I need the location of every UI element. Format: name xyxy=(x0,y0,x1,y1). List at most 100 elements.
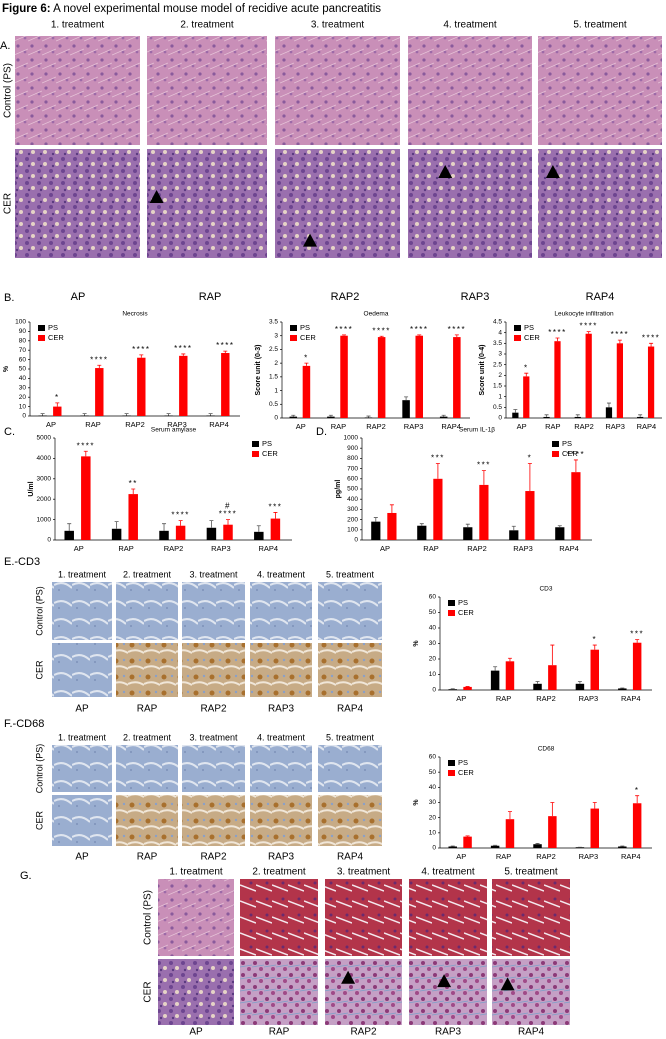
micrograph xyxy=(147,149,267,258)
x-tick-label: AP xyxy=(456,694,466,703)
y-tick-label: 100 xyxy=(347,527,358,534)
arrowhead-marker xyxy=(545,164,560,178)
x-tick-label: RAP2 xyxy=(164,544,184,553)
error-bar xyxy=(273,512,278,519)
legend-swatch xyxy=(290,325,297,331)
x-tick-label: RAP4 xyxy=(621,852,641,861)
y-tick-label: 2000 xyxy=(37,496,52,503)
group-label: RAP3 xyxy=(435,1027,462,1038)
y-tick-label: 20 xyxy=(429,656,437,663)
significance-label: **** xyxy=(579,322,597,331)
y-tick-label: 1.5 xyxy=(493,383,502,390)
y-axis-label: Score unit (0-4) xyxy=(479,345,486,396)
legend-swatch xyxy=(448,760,455,766)
legend-label: CER xyxy=(562,449,578,458)
bar xyxy=(377,337,386,418)
legend-swatch xyxy=(552,451,559,457)
legend-label: PS xyxy=(262,439,272,448)
error-bar xyxy=(527,463,532,492)
error-bar xyxy=(575,414,580,417)
panel-label: E.-CD3 xyxy=(4,556,40,568)
chart-title: Oedema xyxy=(364,311,389,318)
bar xyxy=(254,531,264,540)
bar xyxy=(439,416,448,418)
y-tick-label: 10 xyxy=(429,671,437,678)
error-bar xyxy=(304,362,309,366)
y-tick-label: 900 xyxy=(347,445,358,452)
y-axis-label: Score unit (0-3) xyxy=(255,345,262,396)
error-bar xyxy=(555,337,560,342)
error-bar xyxy=(573,459,578,473)
column-label: 3. treatment xyxy=(189,732,238,742)
significance-label: **** xyxy=(174,344,192,353)
bar xyxy=(512,412,519,418)
column-label: 5. treatment xyxy=(573,20,627,31)
micrograph xyxy=(15,36,140,145)
error-bar xyxy=(82,413,87,416)
y-tick-label: 50 xyxy=(19,366,27,373)
micrograph xyxy=(15,149,140,258)
error-bar xyxy=(162,523,167,531)
error-bar xyxy=(435,463,440,479)
y-tick-label: 0 xyxy=(47,537,51,544)
x-tick-label: RAP4 xyxy=(259,544,279,553)
error-bar xyxy=(291,414,296,417)
group-label: RAP3 xyxy=(268,704,295,715)
bar xyxy=(463,686,472,690)
bar xyxy=(533,683,542,690)
group-label: RAP2 xyxy=(200,704,227,715)
significance-label: **** xyxy=(410,325,428,334)
bar xyxy=(574,416,581,418)
legend-label: CER xyxy=(300,333,316,342)
legend-swatch xyxy=(290,335,297,341)
arrowhead-marker xyxy=(303,233,317,247)
error-bar xyxy=(419,523,424,526)
y-tick-label: 4000 xyxy=(37,455,52,462)
error-bar xyxy=(635,639,640,643)
legend-label: PS xyxy=(458,598,468,607)
y-tick-label: 300 xyxy=(347,506,358,513)
group-header: RAP2 xyxy=(331,291,360,303)
legend-swatch xyxy=(514,325,521,331)
y-tick-label: 60 xyxy=(429,754,437,761)
y-tick-label: 0 xyxy=(354,537,358,544)
bar xyxy=(340,335,348,418)
bar xyxy=(95,368,104,416)
error-bar xyxy=(550,644,555,666)
y-axis-label: % xyxy=(3,365,10,372)
bar xyxy=(543,416,550,418)
bar xyxy=(590,808,599,848)
x-tick-label: AP xyxy=(46,420,56,429)
column-label: 3. treatment xyxy=(337,867,391,878)
micrograph xyxy=(275,149,400,258)
group-header: RAP3 xyxy=(461,291,490,303)
column-label: 1. treatment xyxy=(58,569,107,579)
significance-label: **** xyxy=(132,345,150,354)
y-tick-label: 10 xyxy=(429,830,437,837)
x-tick-label: RAP3 xyxy=(579,694,599,703)
micrograph xyxy=(538,36,662,145)
y-tick-label: 3.5 xyxy=(493,340,502,347)
micrograph xyxy=(250,582,312,640)
bar xyxy=(632,803,642,848)
y-tick-label: 2 xyxy=(498,372,502,379)
micrograph xyxy=(408,149,532,258)
y-tick-label: 0.5 xyxy=(269,401,278,408)
y-tick-label: 3000 xyxy=(37,476,52,483)
bar xyxy=(632,642,642,690)
bar xyxy=(111,528,122,540)
micrograph xyxy=(250,745,312,792)
significance-label: * xyxy=(55,393,60,402)
x-tick-label: RAP4 xyxy=(559,544,579,553)
micrograph xyxy=(318,745,382,792)
y-tick-label: 0.5 xyxy=(493,404,502,411)
y-tick-label: 100 xyxy=(15,319,26,326)
y-tick-label: 1 xyxy=(498,393,502,400)
y-tick-label: 40 xyxy=(429,625,437,632)
x-tick-label: AP xyxy=(517,422,527,431)
column-label: 4. treatment xyxy=(257,569,306,579)
bar xyxy=(533,844,542,848)
micrograph xyxy=(492,879,570,956)
bar xyxy=(490,670,500,690)
x-tick-label: RAP2 xyxy=(574,422,594,431)
